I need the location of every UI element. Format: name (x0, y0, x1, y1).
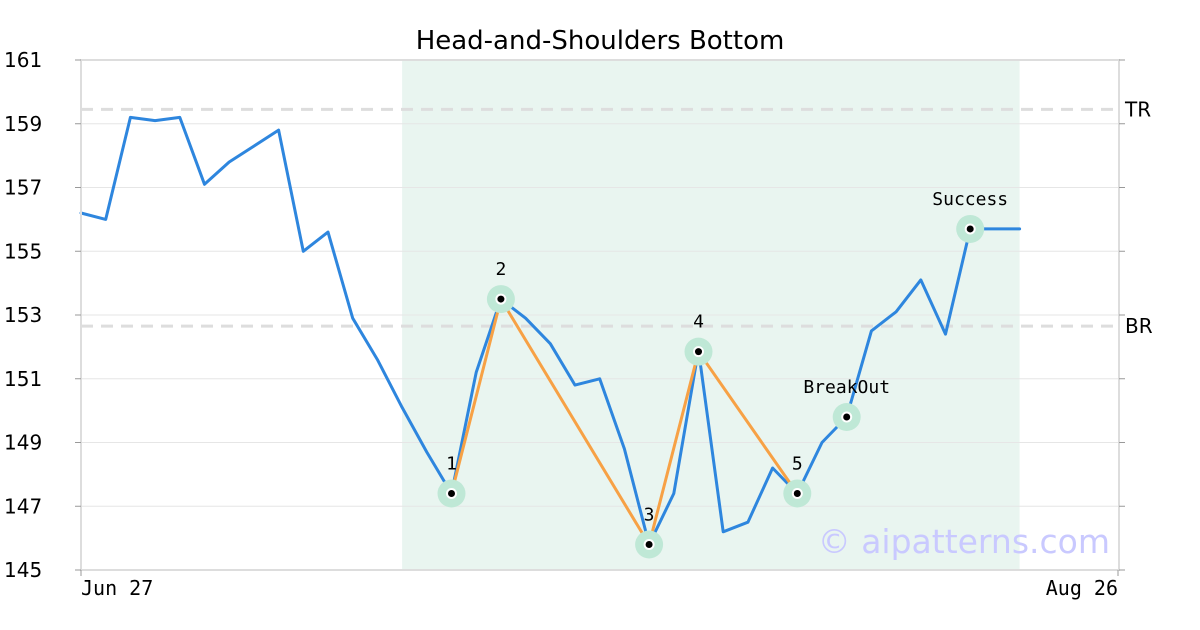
x-tick-label-end: Aug 26 (1046, 576, 1118, 600)
y-tick-label: 161 (4, 48, 42, 72)
watermark: © aipatterns.com (818, 522, 1110, 561)
x-axis-ticks: Jun 27 Aug 26 (80, 570, 1119, 600)
pattern-point-1-dot (448, 490, 455, 497)
pattern-point-3-dot (645, 541, 653, 548)
x-tick-label-start: Jun 27 (81, 576, 153, 600)
marker-success-dot (966, 225, 974, 233)
reference-lines: TR BR (81, 97, 1153, 338)
y-tick-label: 147 (4, 494, 42, 518)
y-tick-label: 159 (4, 112, 42, 136)
pattern-point-3-label: 3 (644, 505, 655, 526)
pattern-point-5-label: 5 (792, 454, 803, 475)
pattern-point-5-dot (793, 490, 801, 497)
y-tick-label: 149 (4, 431, 42, 455)
reference-label-br: BR (1125, 314, 1153, 338)
y-tick-label: 145 (4, 558, 42, 582)
y-tick-label: 153 (4, 303, 42, 327)
marker-breakout-label: BreakOut (803, 377, 890, 398)
pattern-point-1-label: 1 (446, 454, 457, 475)
pattern-point-4-dot (695, 348, 702, 356)
y-tick-label: 155 (4, 239, 42, 263)
price-series-line (79, 115, 1022, 546)
reference-label-tr: TR (1124, 97, 1151, 121)
marker-success-label: Success (932, 189, 1008, 210)
chart-title: Head-and-Shoulders Bottom (416, 26, 785, 56)
y-tick-label: 157 (4, 176, 42, 200)
pattern-markers: 1 2 3 4 5 BreakOut Success (437, 189, 1008, 559)
pattern-point-2-dot (497, 295, 505, 303)
y-tick-label: 151 (4, 367, 42, 391)
pattern-point-2-label: 2 (495, 259, 506, 280)
marker-breakout-dot (843, 413, 851, 421)
pattern-point-4-label: 4 (693, 312, 704, 333)
